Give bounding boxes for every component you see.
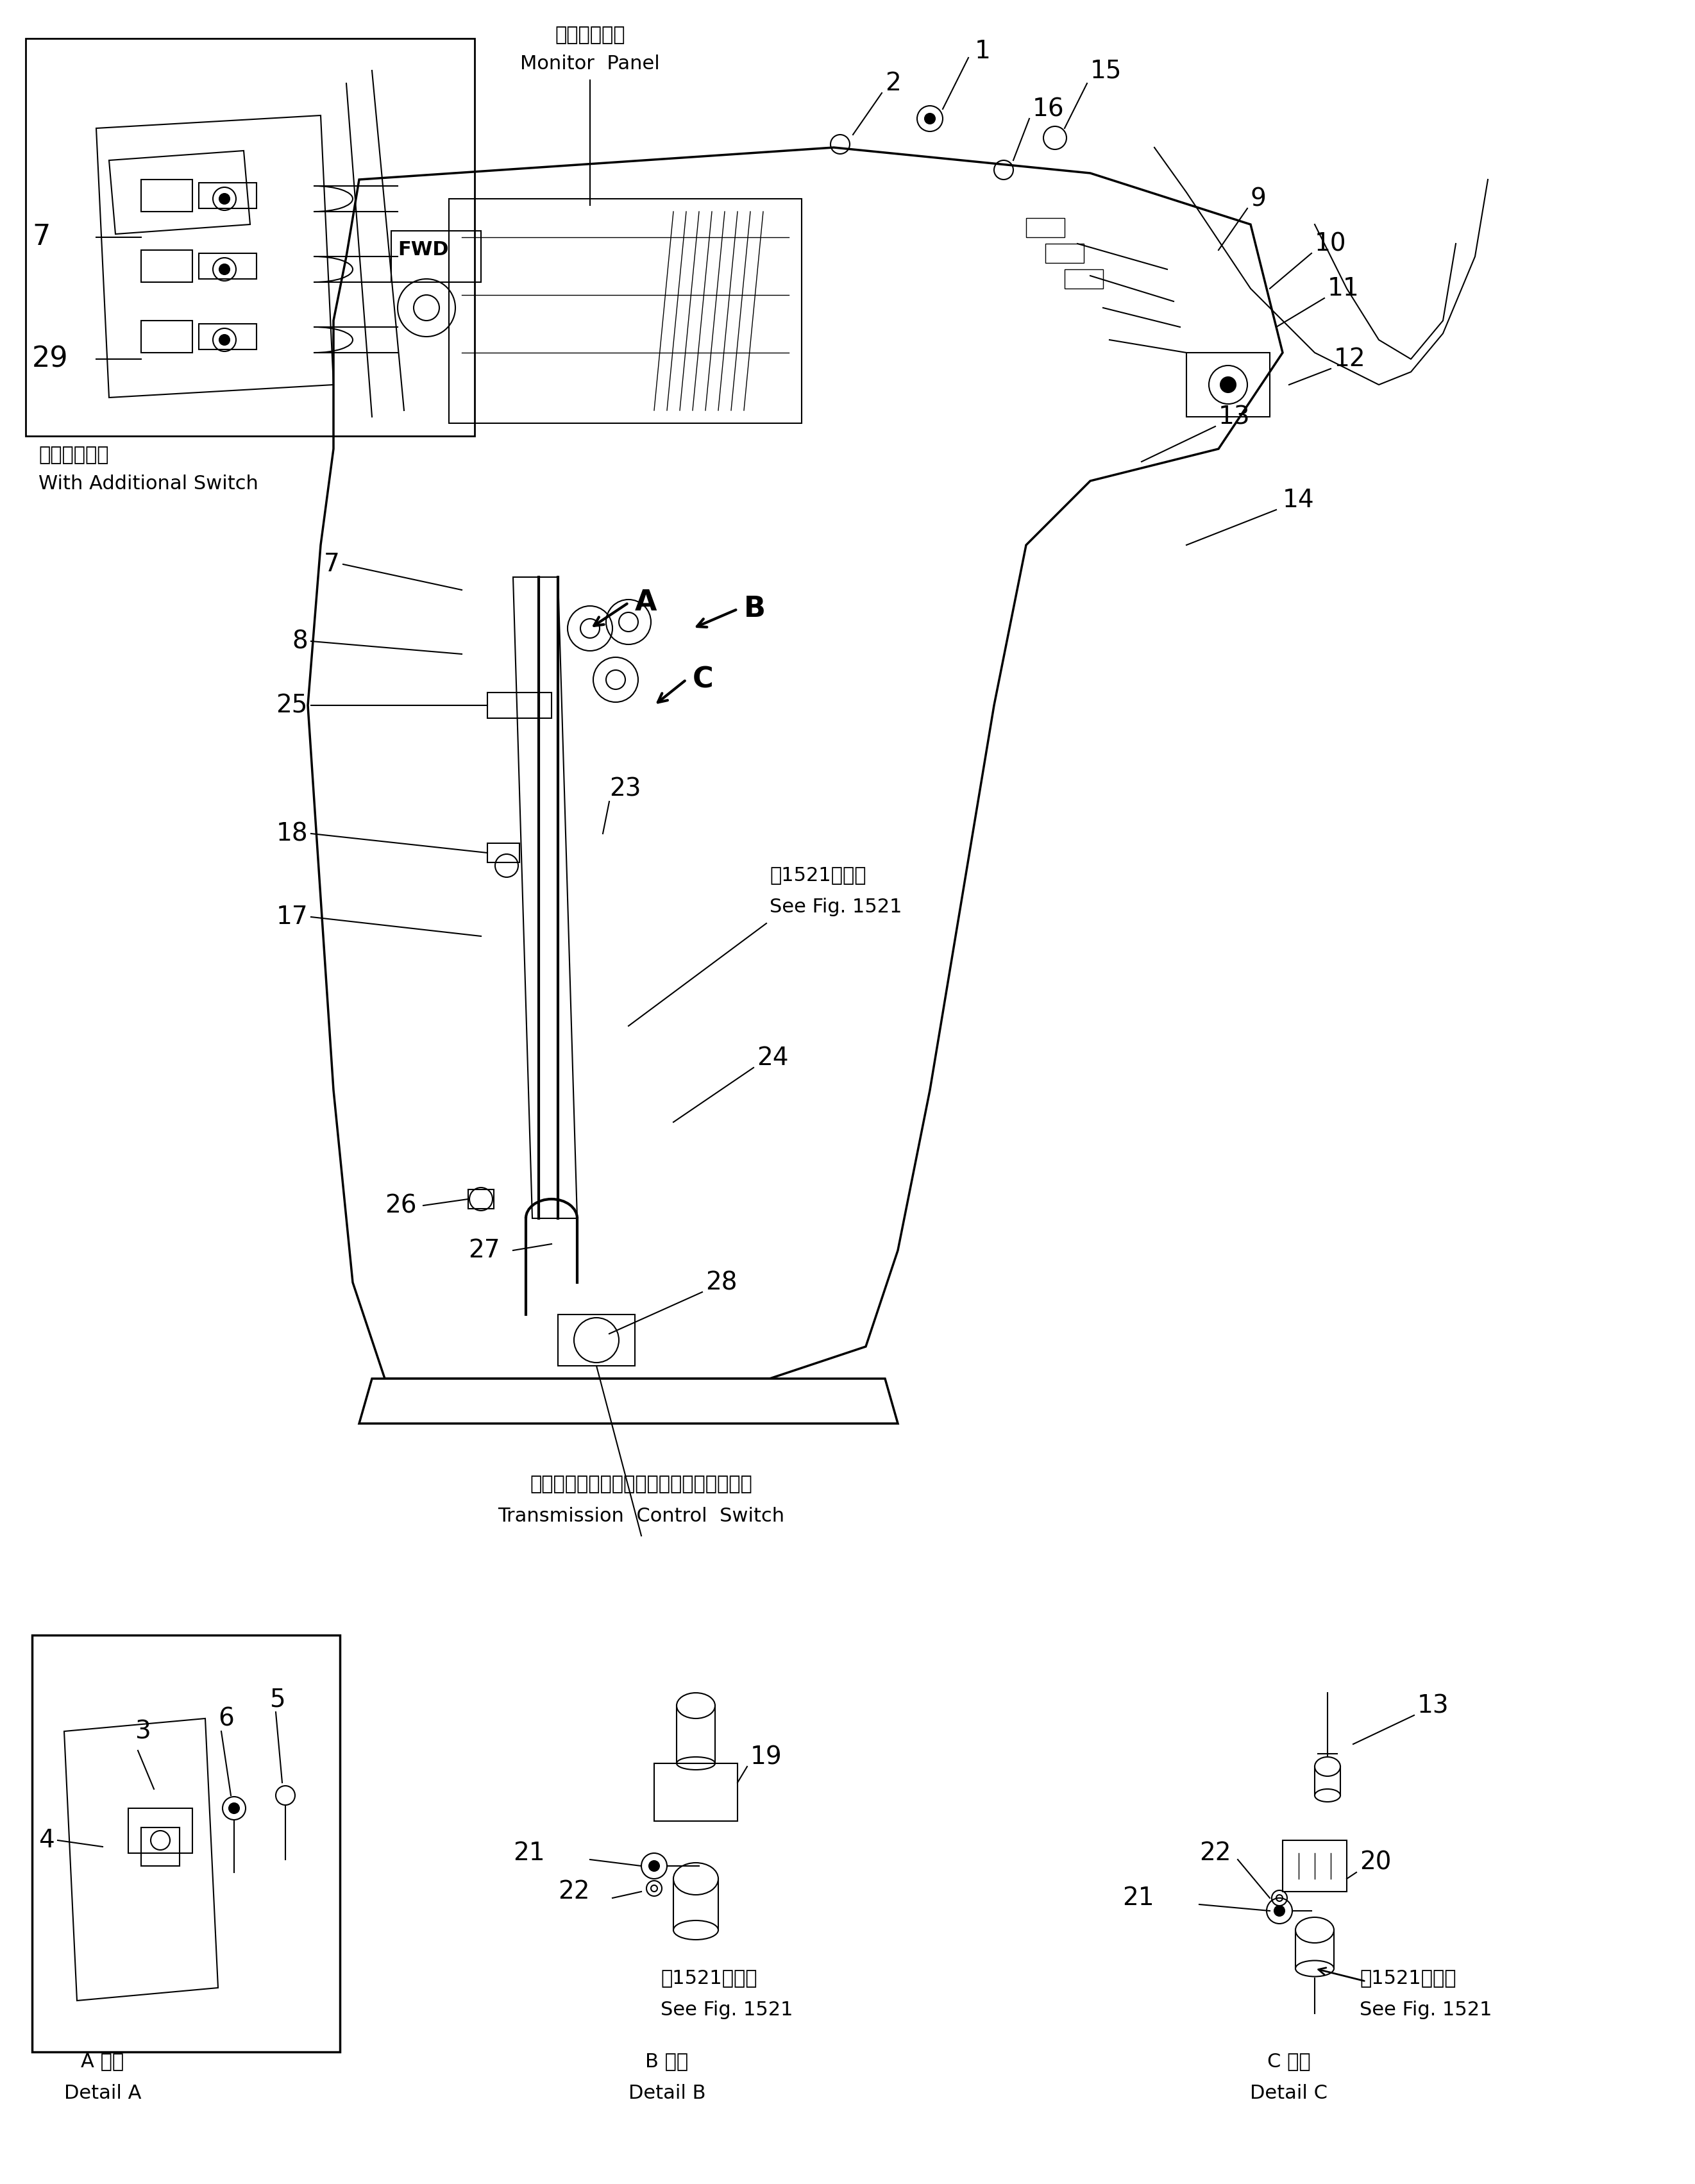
- Circle shape: [649, 1861, 659, 1872]
- Circle shape: [219, 194, 229, 203]
- Bar: [392, 232, 481, 282]
- Text: 21: 21: [514, 1841, 544, 1865]
- Text: Detail A: Detail A: [64, 2084, 141, 2103]
- Circle shape: [229, 1804, 239, 1813]
- Text: Detail C: Detail C: [1251, 2084, 1327, 2103]
- Text: FWD: FWD: [398, 240, 449, 260]
- Text: 10: 10: [1315, 232, 1346, 256]
- Text: 16: 16: [1032, 96, 1064, 120]
- Text: With Additional Switch: With Additional Switch: [39, 474, 258, 494]
- Text: 増設スイッチ: 増設スイッチ: [39, 446, 108, 465]
- Text: トランスミッションコントロールスイッチ: トランスミッションコントロールスイッチ: [531, 1474, 753, 1494]
- Bar: [198, 183, 256, 207]
- Circle shape: [1275, 1907, 1285, 1915]
- Text: 3: 3: [134, 1719, 151, 1743]
- Polygon shape: [514, 577, 578, 1219]
- Text: 22: 22: [558, 1880, 590, 1904]
- Polygon shape: [359, 1378, 898, 1424]
- Text: 29: 29: [32, 345, 68, 373]
- Bar: [1064, 269, 1103, 288]
- Text: 7: 7: [324, 553, 341, 577]
- Text: 1: 1: [975, 39, 992, 63]
- Text: 4: 4: [39, 1828, 54, 1852]
- Text: 19: 19: [751, 1745, 783, 1769]
- Bar: [654, 1762, 737, 1821]
- Bar: [468, 1190, 493, 1208]
- Text: 12: 12: [1334, 347, 1366, 371]
- Bar: [1046, 245, 1083, 262]
- Text: B 詳細: B 詳細: [646, 2053, 688, 2070]
- Bar: [141, 321, 193, 352]
- Text: A 詳細: A 詳細: [81, 2053, 124, 2070]
- Bar: [32, 1636, 341, 2053]
- Text: Detail B: Detail B: [629, 2084, 705, 2103]
- Text: 9: 9: [1251, 186, 1266, 212]
- Text: Transmission  Control  Switch: Transmission Control Switch: [498, 1507, 785, 1524]
- Text: 18: 18: [276, 821, 308, 845]
- Bar: [141, 179, 193, 212]
- Text: See Fig. 1521: See Fig. 1521: [661, 2001, 793, 2020]
- Text: 21: 21: [1122, 1885, 1154, 1911]
- Text: 13: 13: [1417, 1693, 1449, 1719]
- Text: 5: 5: [270, 1686, 285, 1712]
- Text: 8: 8: [292, 629, 308, 653]
- Text: 22: 22: [1200, 1841, 1231, 1865]
- Text: 26: 26: [385, 1192, 417, 1219]
- Text: 6: 6: [219, 1706, 234, 1730]
- Bar: [1025, 218, 1064, 238]
- Bar: [141, 1828, 180, 1865]
- Bar: [558, 1315, 636, 1365]
- Text: C 詳細: C 詳細: [1268, 2053, 1310, 2070]
- Text: 24: 24: [756, 1046, 788, 1070]
- Text: 13: 13: [1219, 404, 1251, 428]
- Text: See Fig. 1521: See Fig. 1521: [770, 898, 902, 917]
- Text: 25: 25: [276, 692, 308, 719]
- Text: A: A: [636, 590, 658, 616]
- Text: 23: 23: [609, 778, 641, 802]
- Circle shape: [219, 334, 229, 345]
- Bar: [1186, 352, 1270, 417]
- Bar: [488, 843, 519, 863]
- Text: B: B: [744, 596, 766, 622]
- Text: 28: 28: [705, 1271, 737, 1295]
- Bar: [449, 199, 802, 424]
- Text: モニタパネル: モニタパネル: [554, 26, 625, 44]
- Text: See Fig. 1521: See Fig. 1521: [1359, 2001, 1492, 2020]
- Text: 17: 17: [276, 904, 308, 928]
- Text: 15: 15: [1090, 59, 1122, 83]
- Text: 2: 2: [885, 72, 900, 96]
- Text: C: C: [693, 666, 714, 695]
- Text: 11: 11: [1327, 277, 1359, 301]
- Bar: [198, 323, 256, 349]
- Bar: [1283, 1841, 1348, 1891]
- Bar: [198, 253, 256, 280]
- Bar: [129, 1808, 193, 1854]
- Circle shape: [925, 114, 936, 124]
- Text: 14: 14: [1283, 487, 1314, 513]
- Text: 第1521図参照: 第1521図参照: [1359, 1968, 1456, 1987]
- Circle shape: [1220, 378, 1236, 393]
- Text: 第1521図参照: 第1521図参照: [661, 1968, 758, 1987]
- Text: Monitor  Panel: Monitor Panel: [520, 55, 659, 72]
- Bar: [25, 39, 475, 437]
- Bar: [141, 251, 193, 282]
- Text: 27: 27: [468, 1238, 500, 1262]
- Bar: [488, 692, 551, 719]
- Text: 7: 7: [32, 223, 51, 251]
- Text: 20: 20: [1359, 1850, 1392, 1874]
- Text: 第1521図参照: 第1521図参照: [770, 865, 866, 885]
- Circle shape: [219, 264, 229, 275]
